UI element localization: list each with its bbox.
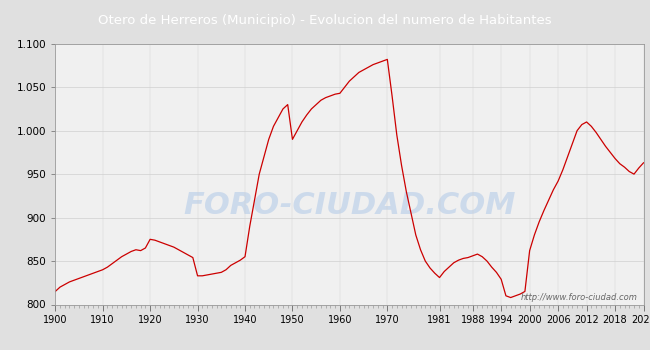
Text: http://www.foro-ciudad.com: http://www.foro-ciudad.com: [521, 293, 638, 302]
Text: Otero de Herreros (Municipio) - Evolucion del numero de Habitantes: Otero de Herreros (Municipio) - Evolucio…: [98, 14, 552, 27]
Text: FORO-CIUDAD.COM: FORO-CIUDAD.COM: [183, 191, 515, 220]
